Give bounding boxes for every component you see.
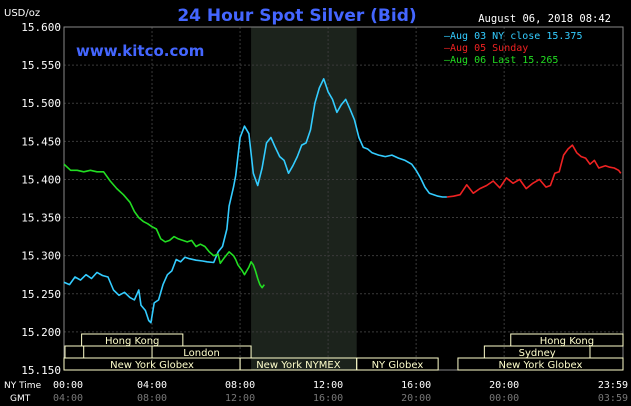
legend-entry-aug03: —Aug 03 NY close 15.375: [444, 31, 582, 42]
watermark: www.kitco.com: [76, 42, 204, 60]
session-band: [457, 357, 624, 371]
x-tick-label-gmt: 00:00: [489, 393, 519, 404]
nymex-highlight: [251, 27, 357, 370]
y-tick-label: 15.150: [21, 364, 61, 377]
y-tick-label: 15.300: [21, 250, 61, 263]
gmt-label: GMT: [10, 394, 31, 404]
session-label: Hong Kong: [105, 336, 159, 347]
x-tick-label-gmt: 03:59: [598, 393, 628, 404]
session-label: New York NYMEX: [256, 360, 341, 371]
unit-label: USD/oz: [4, 8, 40, 19]
session-label: London: [183, 348, 220, 359]
legend-entry-aug05: —Aug 05 Sunday: [444, 43, 528, 54]
session-label: New York Globex: [499, 360, 583, 371]
x-tick-label-gmt: 16:00: [313, 393, 343, 404]
timestamp: August 06, 2018 08:42: [478, 13, 611, 25]
series-line-aug03: [63, 78, 447, 324]
y-tick-label: 15.250: [21, 288, 61, 301]
x-tick-label-ny: 20:00: [489, 380, 519, 391]
x-tick-label-gmt: 04:00: [53, 393, 83, 404]
session-label: Hong Kong: [540, 336, 594, 347]
session-band: [81, 333, 184, 347]
y-tick-label: 15.350: [21, 212, 61, 225]
ny-time-label: NY Time: [4, 381, 42, 391]
session-band: [64, 345, 85, 359]
y-tick-label: 15.550: [21, 59, 61, 72]
series-line-aug06: [63, 163, 265, 289]
x-tick-label-ny: 00:00: [53, 380, 83, 391]
y-tick-label: 15.500: [21, 97, 61, 110]
y-tick-label: 15.450: [21, 135, 61, 148]
chart-title: 24 Hour Spot Silver (Bid): [177, 6, 416, 26]
y-tick-label: 15.200: [21, 326, 61, 339]
x-tick-label-ny: 12:00: [313, 380, 343, 391]
legend: —Aug 03 NY close 15.375 —Aug 05 Sunday —…: [444, 31, 582, 66]
x-tick-label-ny: 23:59: [598, 380, 628, 391]
series-line-aug05: [446, 144, 622, 198]
session-band: [356, 357, 439, 371]
x-tick-label-ny: 08:00: [225, 380, 255, 391]
x-tick-label-ny: 04:00: [137, 380, 167, 391]
session-label: Sydney: [519, 348, 556, 359]
legend-entry-aug06: —Aug 06 Last 15.265: [444, 55, 558, 66]
x-tick-label-gmt: 12:00: [225, 393, 255, 404]
session-label: New York Globex: [110, 360, 194, 371]
session-label: NY Globex: [372, 360, 424, 371]
y-tick-label: 15.400: [21, 173, 61, 186]
y-tick-label: 15.600: [21, 21, 61, 34]
x-tick-label-gmt: 08:00: [137, 393, 167, 404]
x-tick-label-ny: 16:00: [401, 380, 431, 391]
x-tick-label-gmt: 20:00: [401, 393, 431, 404]
